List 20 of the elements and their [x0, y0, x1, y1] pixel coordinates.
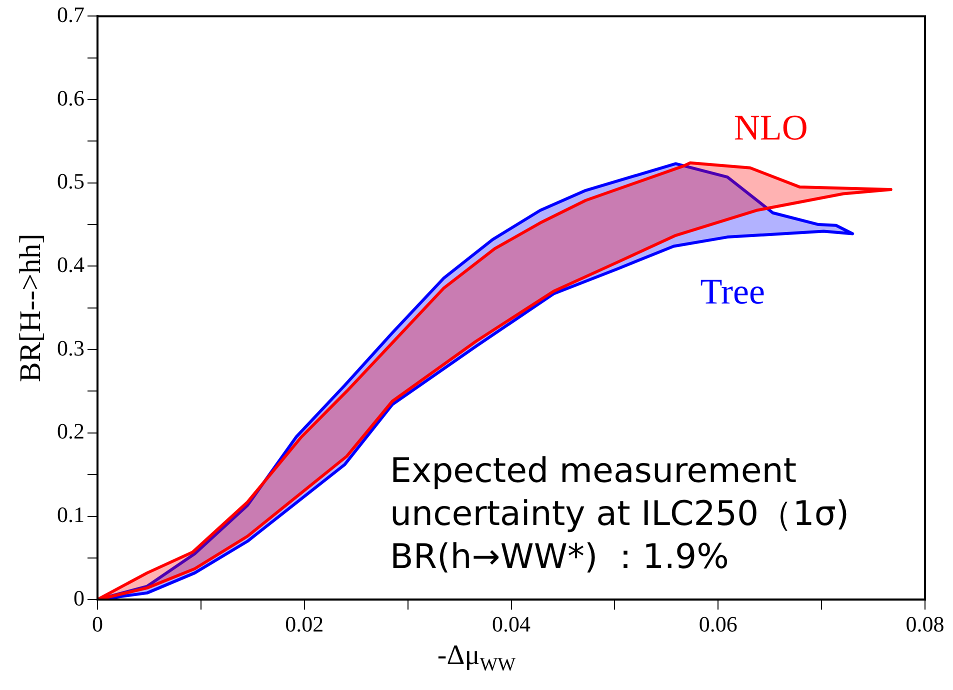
x-tick-label: 0.08	[906, 612, 944, 637]
x-tick-label: 0	[92, 612, 103, 637]
y-tick-label: 0.7	[57, 2, 84, 27]
y-tick-label: 0.2	[57, 418, 84, 444]
series-label: NLO	[734, 108, 808, 148]
series-label: Tree	[700, 272, 765, 312]
annotation: uncertainty at ILC250（1σ)	[390, 493, 850, 536]
y-tick-label: 0.3	[57, 335, 84, 360]
y-axis-title: BR[H-->hh]	[14, 234, 47, 382]
x-tick-label: 0.04	[492, 612, 530, 637]
annotation: Expected measurement	[390, 450, 798, 493]
y-tick-label: 0.1	[57, 502, 84, 528]
y-tick-label: 0.5	[57, 168, 84, 194]
annotation: BR(h→WW*) ：1.9%	[390, 536, 730, 579]
x-tick-label: 0.06	[698, 612, 738, 637]
y-tick-label: 0	[74, 585, 84, 610]
x-axis-title: -Δμ$_{WW}$	[436, 640, 517, 677]
x-tick-label: 0.02	[285, 612, 324, 637]
y-tick-label: 0.6	[57, 85, 84, 110]
y-tick-label: 0.4	[57, 252, 84, 278]
